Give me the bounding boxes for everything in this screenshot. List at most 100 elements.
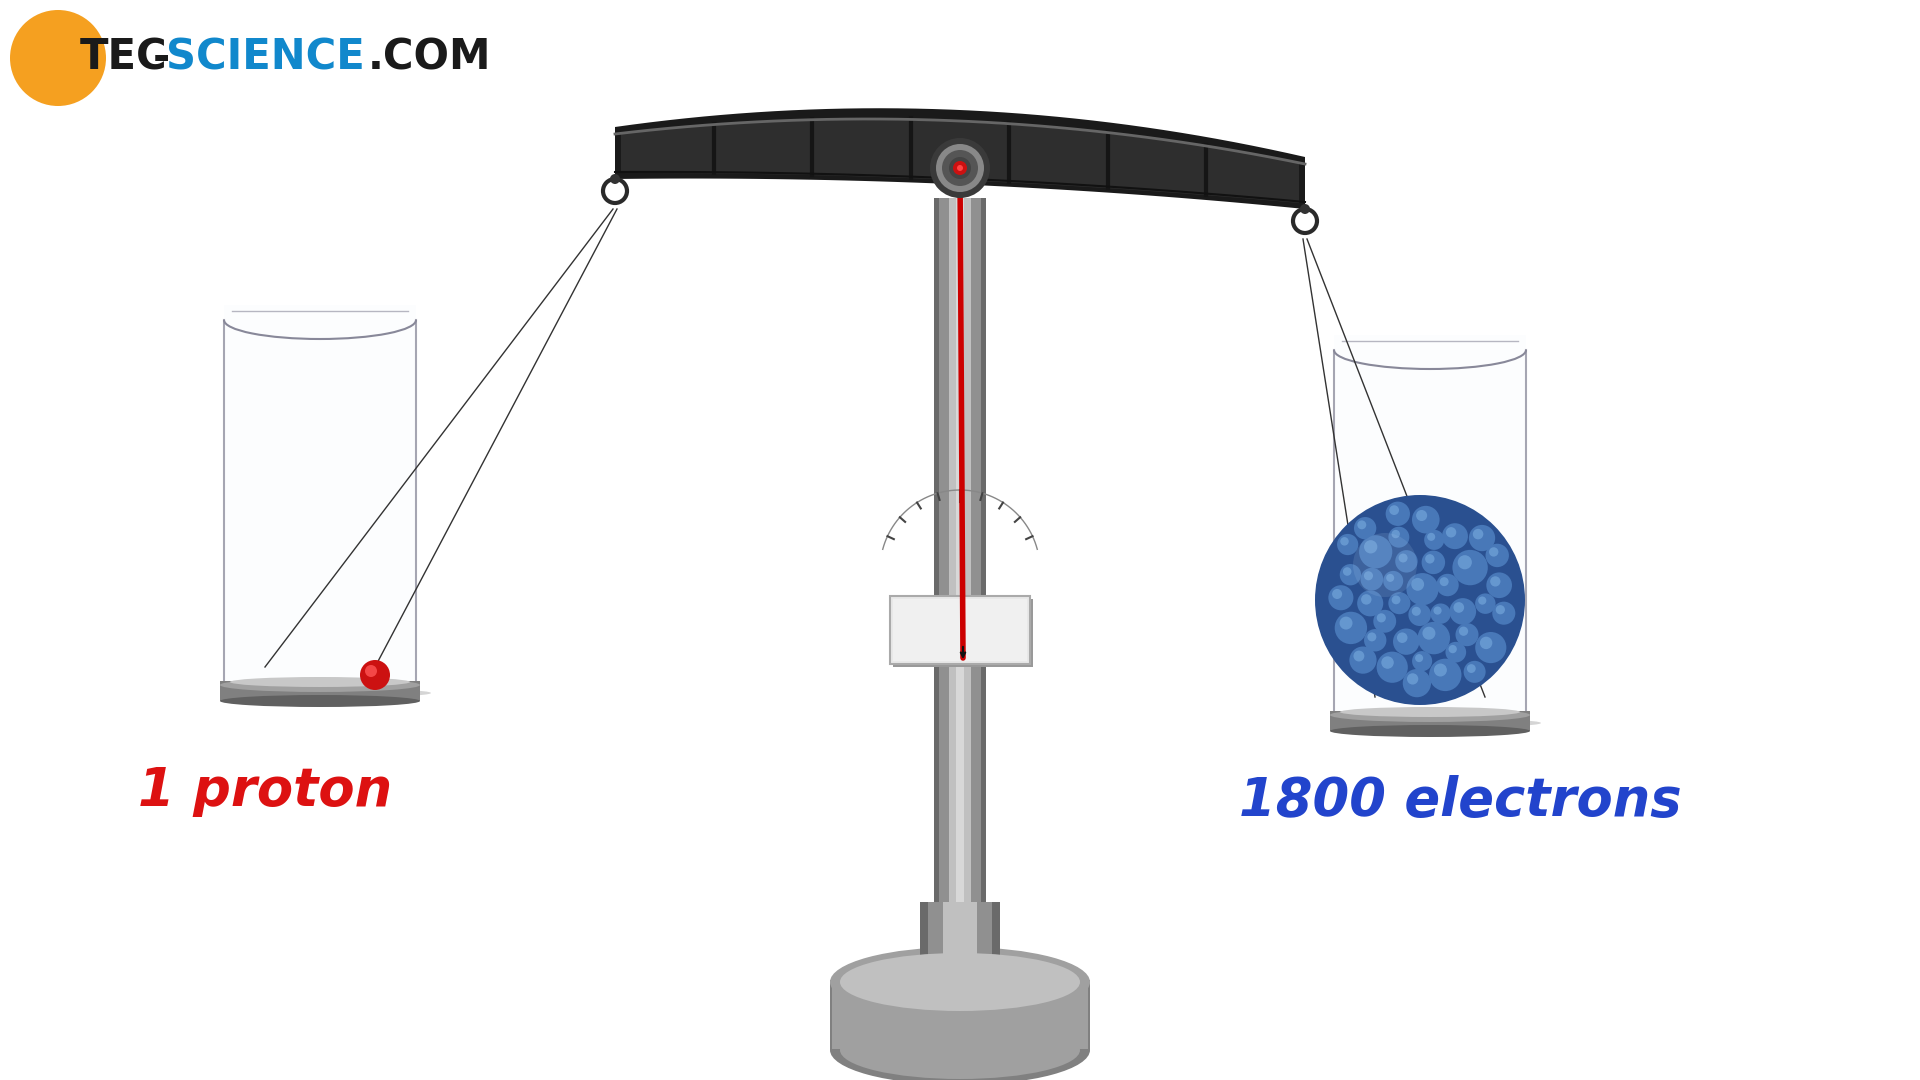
Bar (891, 596, 1029, 664)
Circle shape (10, 10, 106, 106)
Circle shape (1469, 525, 1496, 551)
Bar (829, 980, 1091, 1050)
Circle shape (1415, 654, 1423, 662)
Circle shape (1490, 548, 1498, 556)
Circle shape (1486, 543, 1509, 567)
Circle shape (1392, 595, 1400, 605)
Circle shape (1417, 622, 1450, 654)
Circle shape (1417, 510, 1427, 521)
Circle shape (1490, 577, 1500, 586)
Circle shape (1340, 617, 1352, 630)
Circle shape (1354, 650, 1365, 661)
Circle shape (1390, 505, 1400, 515)
Ellipse shape (221, 688, 430, 698)
Circle shape (1411, 607, 1421, 616)
Bar (831, 981, 1089, 1049)
Circle shape (1409, 604, 1430, 626)
Ellipse shape (841, 953, 1079, 1011)
Circle shape (1453, 603, 1465, 612)
Circle shape (1367, 633, 1377, 642)
Circle shape (1407, 673, 1419, 685)
Bar (956, 198, 964, 982)
Text: SCIENCE: SCIENCE (165, 37, 365, 79)
Circle shape (1342, 567, 1352, 576)
Circle shape (361, 660, 390, 690)
Bar (225, 305, 417, 690)
Circle shape (611, 174, 620, 184)
Circle shape (1411, 578, 1425, 591)
Circle shape (1332, 589, 1342, 599)
Circle shape (1475, 593, 1496, 613)
Text: TEC: TEC (81, 37, 167, 79)
Circle shape (1496, 605, 1505, 615)
Circle shape (1411, 651, 1432, 671)
Circle shape (1388, 527, 1409, 548)
Circle shape (1361, 594, 1371, 605)
Text: 1 proton: 1 proton (138, 765, 392, 816)
Circle shape (1315, 495, 1524, 705)
Text: .COM: .COM (369, 37, 492, 79)
Ellipse shape (829, 947, 1091, 1017)
Circle shape (1386, 573, 1394, 582)
Circle shape (948, 157, 972, 179)
Circle shape (1377, 651, 1407, 683)
Ellipse shape (221, 678, 420, 692)
Circle shape (1357, 591, 1382, 617)
Circle shape (1430, 604, 1452, 624)
Text: -: - (154, 37, 171, 79)
Circle shape (1425, 554, 1434, 564)
Circle shape (1329, 585, 1354, 610)
Circle shape (1350, 647, 1377, 674)
Circle shape (1434, 663, 1448, 676)
Ellipse shape (230, 677, 411, 687)
Circle shape (1427, 532, 1436, 541)
Circle shape (1392, 530, 1400, 538)
Ellipse shape (829, 1015, 1091, 1080)
Ellipse shape (1331, 725, 1530, 737)
Circle shape (1336, 534, 1357, 555)
Ellipse shape (221, 696, 420, 707)
Circle shape (1404, 669, 1430, 698)
Circle shape (365, 665, 376, 677)
Circle shape (1478, 596, 1486, 605)
Circle shape (1398, 633, 1407, 643)
Polygon shape (614, 108, 1306, 210)
Circle shape (1357, 521, 1367, 529)
Text: 1800 electrons: 1800 electrons (1238, 775, 1682, 827)
Bar (933, 198, 987, 982)
Circle shape (929, 138, 991, 198)
Circle shape (1396, 550, 1417, 572)
Bar (948, 198, 972, 982)
Circle shape (1457, 555, 1473, 569)
Circle shape (1486, 572, 1513, 598)
Circle shape (1359, 536, 1392, 568)
Circle shape (937, 144, 983, 192)
Circle shape (952, 161, 968, 175)
Polygon shape (221, 680, 420, 701)
Bar (927, 902, 993, 982)
Circle shape (1411, 505, 1440, 534)
Bar (943, 902, 977, 982)
Polygon shape (620, 120, 1300, 203)
Circle shape (1467, 664, 1476, 673)
Circle shape (1463, 661, 1486, 683)
Circle shape (1421, 551, 1446, 575)
Bar (920, 902, 1000, 982)
Circle shape (943, 150, 977, 186)
Circle shape (1492, 602, 1515, 624)
Circle shape (1354, 517, 1377, 539)
Circle shape (1450, 598, 1476, 624)
Circle shape (1423, 626, 1436, 639)
Bar (893, 599, 1033, 667)
Circle shape (1448, 645, 1457, 653)
Circle shape (1340, 537, 1348, 545)
Circle shape (1440, 577, 1450, 586)
Circle shape (1380, 657, 1394, 669)
Circle shape (1446, 642, 1467, 662)
Circle shape (1363, 629, 1386, 651)
Circle shape (1473, 529, 1484, 539)
Circle shape (1434, 607, 1442, 615)
Circle shape (1436, 573, 1459, 596)
Circle shape (1394, 629, 1419, 654)
Circle shape (1446, 527, 1455, 538)
